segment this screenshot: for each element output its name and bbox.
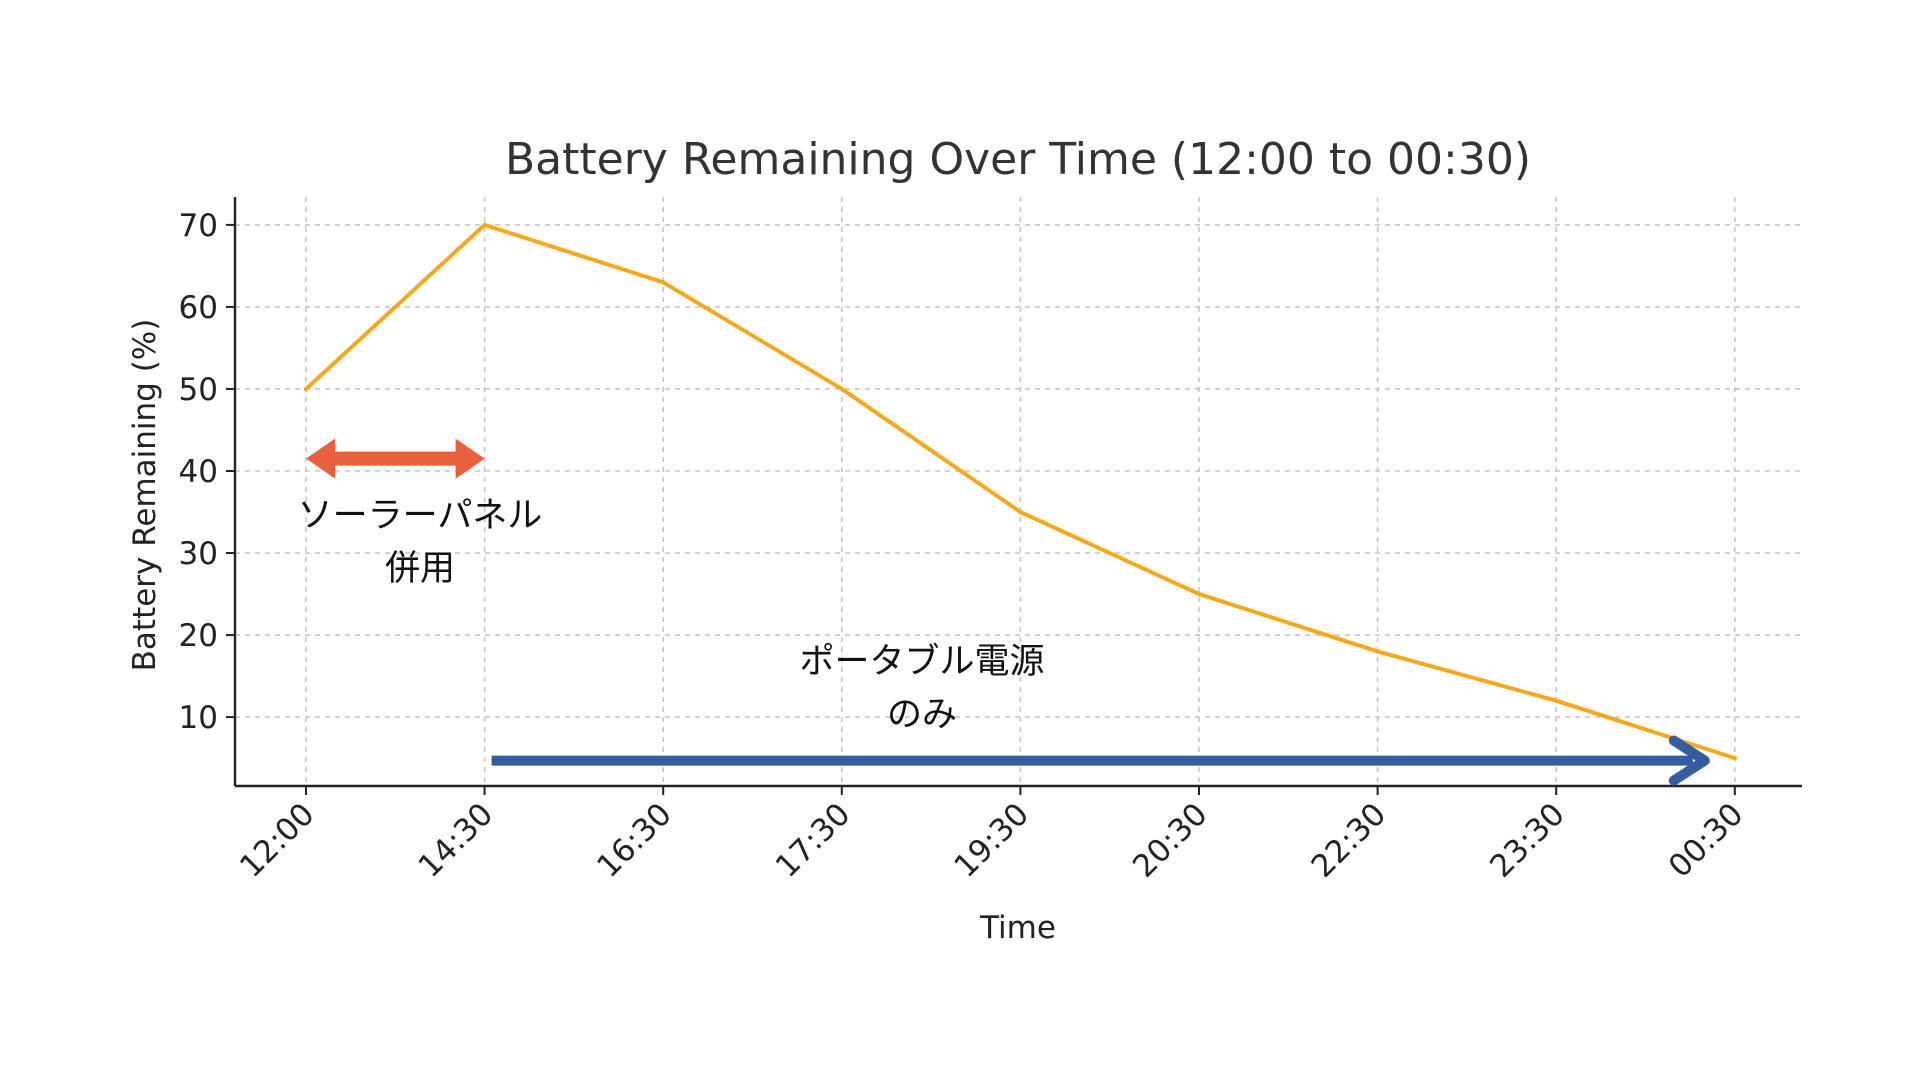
battery-data-point — [1018, 509, 1023, 515]
chart-title: Battery Remaining Over Time (12:00 to 00… — [505, 134, 1531, 185]
battery-data-point — [1554, 698, 1559, 703]
x-tick-label: 12:00 — [233, 796, 322, 885]
y-tick-label: 10 — [179, 700, 218, 736]
y-tick-label: 20 — [179, 618, 218, 654]
x-axis-label: Time — [979, 910, 1056, 946]
x-tick-label: 23:30 — [1483, 796, 1572, 885]
portable-power-annotation-line-1: ポータブル電源 — [799, 642, 1044, 682]
battery-data-point — [303, 386, 309, 392]
portable-power-arrow-head — [1668, 735, 1710, 786]
x-tick-label: 00:30 — [1662, 796, 1751, 885]
portable-power-annotation-line-2: のみ — [887, 695, 957, 735]
y-tick-label: 30 — [179, 536, 218, 572]
y-tick-label: 70 — [179, 208, 218, 244]
battery-data-point — [482, 222, 487, 228]
solar-panel-annotation-line-1: ソーラーパネル — [298, 496, 543, 536]
x-tick-label: 22:30 — [1305, 796, 1394, 885]
battery-data-point — [1196, 591, 1202, 597]
tick-layer: 10 20 30 40 50 60 70 12:00 14:30 16:30 17:30 19:30 2… — [179, 208, 1751, 885]
axis-layer — [233, 197, 1802, 788]
x-tick-label: 19:30 — [947, 796, 1036, 885]
y-tick-label: 60 — [179, 290, 218, 326]
battery-data-point — [839, 386, 844, 392]
solar-panel-double-arrow — [306, 438, 485, 479]
battery-data-point — [1375, 649, 1380, 654]
y-tick-label: 50 — [179, 372, 218, 408]
x-tick-label: 20:30 — [1126, 796, 1215, 885]
solar-panel-annotation-line-2: 併用 — [385, 549, 455, 589]
x-tick-label: 14:30 — [412, 796, 501, 885]
x-tick-label: 17:30 — [769, 796, 858, 885]
y-axis-label: Battery Remaining (%) — [127, 319, 163, 672]
y-tick-label: 40 — [179, 454, 218, 490]
x-tick-label: 16:30 — [590, 796, 679, 885]
series-layer — [303, 222, 1738, 761]
annotation-layer — [306, 438, 1710, 786]
battery-data-point — [661, 280, 666, 285]
grid-layer — [235, 197, 1802, 786]
battery-data-point — [1732, 755, 1738, 761]
